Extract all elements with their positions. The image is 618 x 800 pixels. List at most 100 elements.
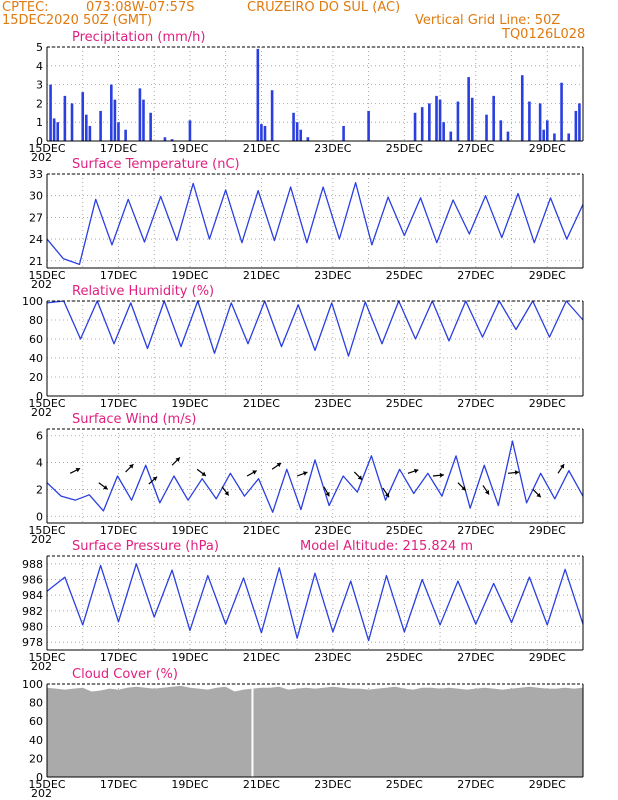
x-tick-label: 17DEC [100, 397, 137, 410]
y-tick-label: 4 [36, 60, 43, 73]
y-tick-label: 21 [29, 255, 43, 268]
wind-vector-head [75, 467, 81, 473]
series-line [46, 182, 584, 266]
wind-vector-head [128, 464, 134, 469]
y-tick-label: 3 [36, 79, 43, 92]
precip-bar [420, 107, 424, 141]
precip-bar [542, 129, 545, 141]
x-tick-label: 21DEC [243, 397, 280, 410]
wind-vector-head [152, 476, 158, 482]
header-date: 15DEC2020 50Z (GMT) [2, 13, 153, 28]
panel-title: Relative Humidity (%) [72, 284, 214, 299]
precip-bar [85, 114, 88, 141]
x-year-stub: 202 [31, 533, 52, 546]
panel-title: Cloud Cover (%) [72, 667, 178, 682]
x-tick-label: 23DEC [314, 397, 351, 410]
y-tick-label: 100 [22, 678, 43, 691]
precip-bar [99, 110, 102, 141]
wind-vector-head [175, 457, 180, 462]
x-tick-label: 23DEC [314, 142, 351, 155]
y-tick-label: 5 [36, 41, 43, 54]
precip-bar [295, 122, 299, 141]
wind-vector-head [276, 462, 282, 468]
wind-vector-head [357, 475, 363, 480]
x-year-stub: 202 [31, 660, 52, 673]
x-tick-label: 17DEC [100, 778, 137, 791]
x-tick-label: 25DEC [386, 778, 423, 791]
x-year-stub: 202 [31, 406, 52, 419]
x-tick-label: 21DEC [243, 778, 280, 791]
y-tick-label: 0 [36, 135, 43, 148]
precip-bar [456, 101, 460, 141]
precip-bar [567, 133, 571, 141]
precip-bar [163, 137, 167, 141]
wind-vector-head [103, 485, 108, 490]
x-tick-label: 29DEC [529, 142, 566, 155]
wind-vector-head [303, 471, 308, 476]
x-tick-label: 21DEC [243, 524, 280, 537]
precip-bar [506, 131, 510, 141]
x-tick-label: 15DEC [28, 524, 65, 537]
y-tick-label: 20 [29, 371, 43, 384]
precip-bar [110, 84, 113, 141]
wind-vector-head [439, 472, 444, 478]
header-code: TQ0126L028 [502, 27, 586, 42]
precip-bar [492, 95, 495, 141]
panel-1: 0 1 2 3 4 5 15DEC 17DEC 19DEC 21DEC 23DEC 25DEC 27DE… [28, 30, 584, 164]
precip-bar [56, 122, 60, 141]
x-tick-label: 29DEC [529, 397, 566, 410]
header-coords: 073:08W-07:57S [86, 0, 195, 15]
y-tick-label: 40 [29, 352, 43, 365]
x-year-stub: 202 [31, 787, 52, 800]
series-line [46, 300, 584, 357]
precip-bar [263, 125, 267, 141]
wind-vector-head [224, 491, 229, 496]
precip-bar [553, 133, 556, 141]
precip-bar [520, 75, 524, 141]
x-tick-label: 25DEC [386, 397, 423, 410]
y-tick-label: 60 [29, 333, 43, 346]
panel-6: 0 20 40 60 80 100 15DEC 17DEC 19DEC 21DEC 23DEC 25D… [22, 667, 584, 800]
panel-title: Precipitation (mm/h) [72, 30, 205, 45]
panel-title: Surface Temperature (nC) [72, 157, 240, 172]
y-tick-label: 0 [36, 390, 43, 403]
x-tick-label: 15DEC [28, 651, 65, 664]
wind-vector-head [536, 492, 541, 498]
precip-bar [499, 120, 503, 141]
precip-bar [292, 112, 295, 141]
y-tick-label: 6 [36, 430, 43, 443]
panel-3: 0 20 40 60 80 100 15DEC 17DEC 19DEC 21DEC 23DEC 25D… [22, 284, 584, 419]
x-tick-label: 27DEC [457, 397, 494, 410]
y-tick-label: 986 [22, 574, 43, 587]
y-tick-label: 2 [36, 483, 43, 496]
x-year-stub: 202 [31, 151, 52, 164]
x-tick-label: 17DEC [100, 524, 137, 537]
x-tick-label: 19DEC [171, 397, 208, 410]
x-year-stub: 202 [31, 278, 52, 291]
y-tick-label: 80 [29, 697, 43, 710]
x-tick-label: 27DEC [457, 269, 494, 282]
y-tick-label: 988 [22, 558, 43, 571]
x-tick-label: 29DEC [529, 778, 566, 791]
wind-vector-head [384, 492, 389, 498]
x-tick-label: 15DEC [28, 397, 65, 410]
precip-bar [52, 118, 56, 141]
model-altitude: Model Altitude: 215.824 m [300, 539, 473, 554]
x-tick-label: 19DEC [171, 651, 208, 664]
precip-bar [113, 99, 117, 141]
precip-bar [467, 77, 470, 141]
x-tick-label: 17DEC [100, 651, 137, 664]
wind-vector-head [252, 470, 257, 475]
precip-bar [560, 82, 563, 141]
y-tick-label: 80 [29, 314, 43, 327]
wind-vector-head [413, 468, 419, 474]
precip-bar [81, 92, 85, 141]
header-location: CRUZEIRO DO SUL (AC) [247, 0, 401, 15]
precip-bar [578, 103, 581, 141]
y-tick-label: 978 [22, 636, 43, 649]
precip-bar [449, 131, 453, 141]
y-tick-label: 27 [29, 211, 43, 224]
panel-4: 0 2 4 6 15DEC 17DEC 19DEC 21DEC 23DEC 25DEC 27DEC 2… [28, 412, 584, 546]
precip-bar [124, 129, 127, 141]
